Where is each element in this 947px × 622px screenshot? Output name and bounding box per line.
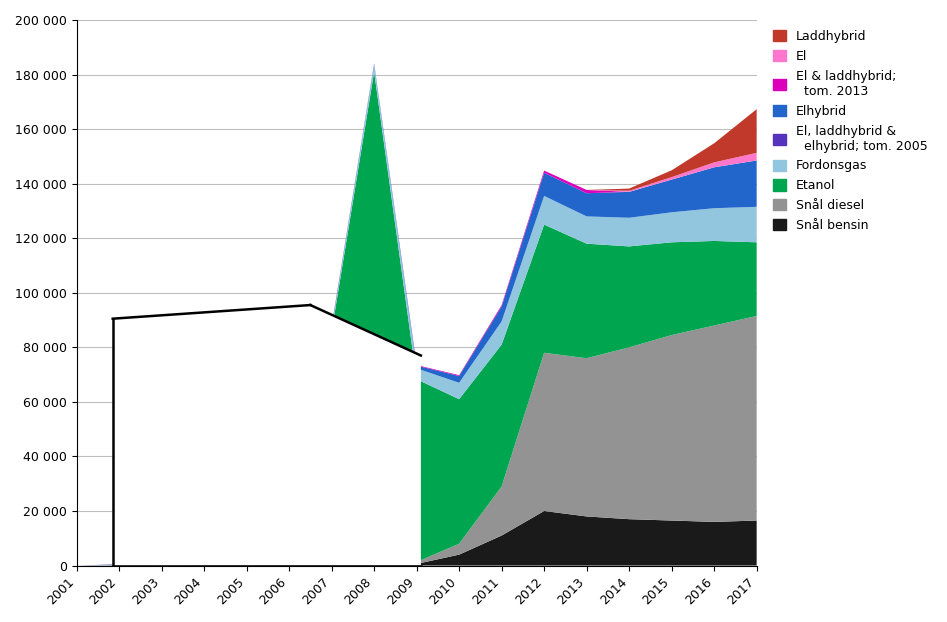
Legend: Laddhybrid, El, El & laddhybrid;
  tom. 2013, Elhybrid, El, laddhybrid &
  elhyb: Laddhybrid, El, El & laddhybrid; tom. 20… (770, 26, 932, 236)
Polygon shape (113, 305, 420, 565)
